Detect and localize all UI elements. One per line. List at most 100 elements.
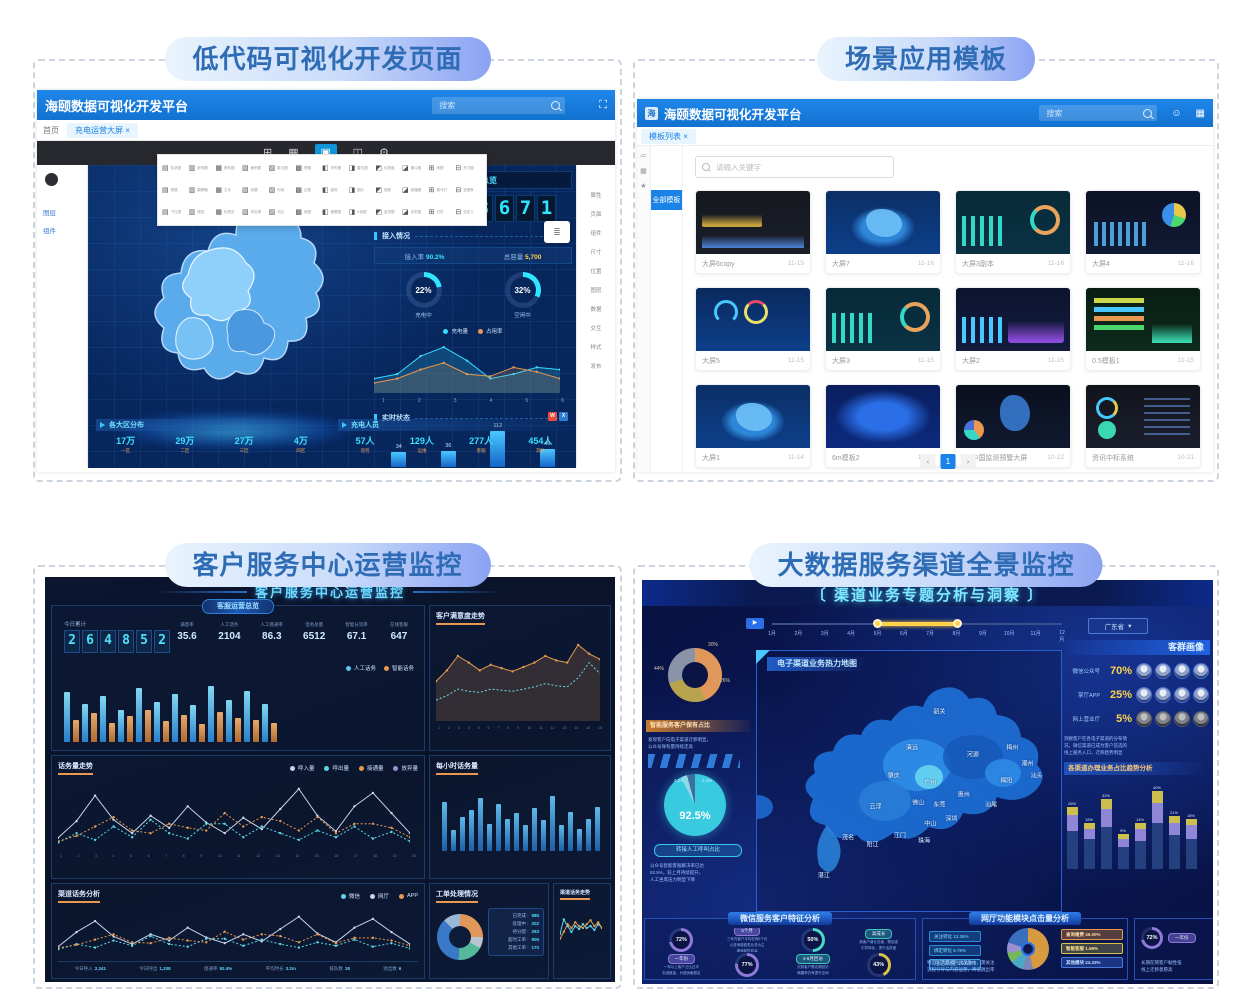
palette-item[interactable]: ▦ 文本 [215,187,231,194]
ticket-row: 已完成 :585 [493,912,539,920]
template-card[interactable]: 大屏3 11-15 [825,287,941,371]
property-item[interactable]: 交互 [590,326,602,332]
property-item[interactable]: 属性 [590,193,602,199]
property-item[interactable]: 图层 [590,288,602,294]
palette-item[interactable]: ▦ 条形图 [215,165,235,172]
search-box[interactable] [1039,105,1158,121]
template-card[interactable]: uni中国监测预警大屏 10-22 [955,384,1071,468]
window-icon[interactable]: ⛶ [599,98,607,111]
settings-gear-icon[interactable]: ⚙ [379,147,389,159]
palette-item[interactable]: ⊞ 地图 [428,165,444,172]
slider-handle-right[interactable] [952,619,962,628]
user-icon[interactable]: ☺ [1171,107,1182,119]
palette-item[interactable]: ⊟ 进度条 [455,187,474,194]
palette-item[interactable]: ◧ 环形图 [321,165,342,172]
palette-item[interactable]: ⊟ 热力图 [455,165,474,172]
palette-item[interactable]: ▥ 翻牌器 [188,187,208,194]
sidebar-layer-item[interactable]: 图层 [43,210,56,217]
palette-item[interactable]: ◩ 仪表盘 [375,165,395,172]
page-number[interactable]: 1 [940,454,956,469]
palette-item[interactable]: ◪ 漏斗图 [401,165,422,172]
screen-icon[interactable]: ◫ [352,147,364,159]
template-card[interactable]: 大屏3副本 11-16 [955,190,1071,274]
palette-item[interactable]: ▩ 边框 [295,187,311,194]
palette-item[interactable]: ▦ 标签页 [215,209,235,216]
search-box[interactable] [432,96,566,114]
palette-item[interactable]: ▨ 时间 [268,187,285,194]
palette-item[interactable]: ◨ 雷达图 [348,165,368,172]
prev-page-button[interactable]: ‹ [920,454,936,469]
slider-range[interactable] [877,622,957,626]
template-date: 10-22 [1047,454,1064,461]
template-card[interactable]: 大屏1 11-14 [695,384,811,468]
property-item[interactable]: 位置 [590,269,602,275]
template-card[interactable]: 大屏5 11-15 [695,287,811,371]
tab-active[interactable]: 充电运营大屏 × [67,122,138,138]
property-item[interactable]: 组件 [590,231,602,237]
search-input[interactable] [1044,107,1144,119]
sidebar-item-selected[interactable]: 全部模板 [650,190,682,210]
palette-item[interactable]: ▧ 面积图 [241,165,262,172]
palette-item[interactable]: ◨ K线图 [348,209,367,216]
time-slider[interactable]: ▶ 1月 2月 3月 4月 5月 6月 7月 8月 9月 10月 11月 12月 广东省 ▾ [746,618,1148,643]
component-icon: ▥ [188,187,196,194]
palette-item[interactable]: ◧ 装饰 [321,187,338,194]
palette-item[interactable]: ▨ 词云 [268,209,285,216]
palette-item[interactable]: ▨ 散点图 [268,165,288,172]
grid-icon[interactable]: ▦ [288,147,299,159]
palette-item[interactable]: ◪ 关系图 [401,209,422,216]
red-doc-icon[interactable]: W [548,412,557,421]
palette-item[interactable]: ⊞ 日历 [428,209,444,216]
channel-chart [56,915,412,951]
palette-item[interactable]: ▤ 柱状图 [162,165,182,172]
sidebar-layer-item[interactable]: 组件 [43,228,56,235]
keyword-input[interactable] [714,161,887,173]
property-item[interactable]: 数据 [590,307,602,313]
collapse-icon[interactable] [45,173,58,186]
tab-home[interactable]: 首页 [43,125,59,135]
palette-item[interactable]: ⊞ 跑马灯 [428,187,448,194]
rail-icon[interactable]: ★ [640,183,647,190]
template-card[interactable]: 6m模板211-12 [825,384,941,468]
property-item[interactable]: 样式 [590,345,602,351]
palette-item[interactable]: ◩ 视频 [375,187,391,194]
keyword-search[interactable] [695,156,894,178]
rail-icon[interactable]: ≔ [639,153,647,160]
palette-item[interactable]: ▧ 排名榜 [241,209,262,216]
slider-handle-left[interactable] [873,619,883,628]
close-icon[interactable]: × [683,131,688,141]
search-input[interactable] [437,99,552,111]
property-item[interactable]: 页面 [590,212,602,218]
palette-item[interactable]: ⊟ 自定义 [455,209,474,216]
template-card[interactable]: 资讯中标系统 10-21 [1085,384,1201,468]
palette-item[interactable]: ▤ 下拉框 [162,209,182,216]
palette-item[interactable]: ◧ 桑基图 [321,209,342,216]
template-card[interactable]: 大屏2 11-15 [955,287,1071,371]
template-card[interactable]: 大屏4 11-16 [1085,190,1201,274]
region-dropdown[interactable]: 广东省 ▾ [1088,618,1148,634]
rail-icon[interactable]: ▦ [640,168,647,175]
blue-chart-icon[interactable]: X [559,412,568,421]
play-button[interactable]: ▶ [746,618,764,629]
palette-item[interactable]: ◪ 轮播图 [401,187,422,194]
next-page-button[interactable]: › [960,454,976,469]
palette-item[interactable]: ▥ 折线图 [188,165,208,172]
expand-icon[interactable]: ⊞ [263,147,273,159]
palette-item[interactable]: ◨ 图片 [348,187,365,194]
template-card[interactable]: 大屏6copy 11-15 [695,190,811,274]
palette-item[interactable]: ▩ 树图 [295,209,311,216]
palette-item[interactable]: ▧ 标题 [241,187,258,194]
property-item[interactable]: 尺寸 [590,250,602,256]
city-label: 湛江 [817,873,830,880]
palette-item[interactable]: ▩ 饼图 [295,165,311,172]
palette-item[interactable]: ▥ 按钮 [188,209,205,216]
mini-toolbar-icon[interactable]: ≣ [544,221,570,243]
close-icon[interactable]: × [125,125,130,135]
property-item[interactable]: 发布 [590,364,602,370]
palette-item[interactable]: ▤ 表格 [162,187,178,194]
template-card[interactable]: 0.5模板1 11-15 [1085,287,1201,371]
tab-template-list[interactable]: 模板列表 × [641,128,696,144]
apps-grid-icon[interactable]: ▦ [1195,107,1205,119]
template-card[interactable]: 大屏7 11-16 [825,190,941,274]
palette-item[interactable]: ◩ 盒须图 [375,209,395,216]
